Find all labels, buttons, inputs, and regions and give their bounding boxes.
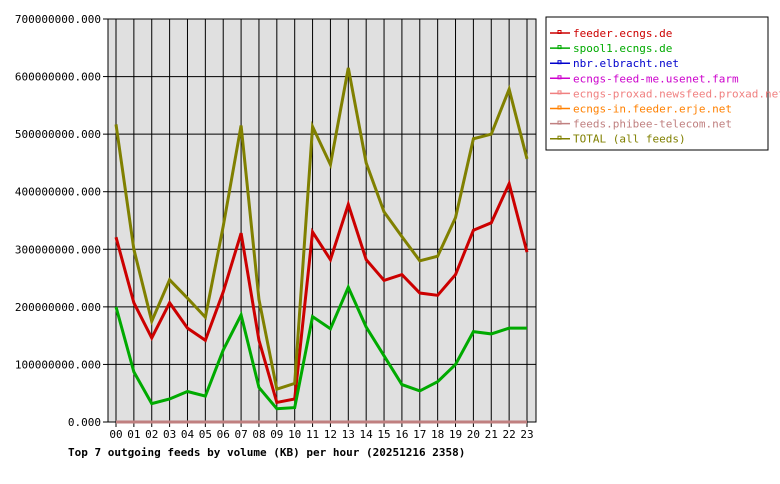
y-tick-label: 400000000.000 (15, 186, 101, 199)
x-tick-label: 06 (217, 428, 230, 441)
x-tick-label: 20 (467, 428, 480, 441)
legend-label: nbr.elbracht.net (573, 57, 679, 70)
legend-marker (557, 135, 562, 140)
chart-title: Top 7 outgoing feeds by volume (KB) per … (68, 446, 465, 459)
legend-label: feeder.ecngs.de (573, 27, 672, 40)
y-tick-label: 200000000.000 (15, 301, 101, 314)
x-tick-label: 08 (252, 428, 265, 441)
legend-label: ecngs-in.feeder.erje.net (573, 103, 732, 116)
x-tick-label: 17 (413, 428, 426, 441)
legend-label: ecngs-proxad.newsfeed.proxad.net (573, 87, 780, 100)
y-tick-label: 600000000.000 (15, 71, 101, 84)
x-tick-label: 03 (163, 428, 176, 441)
x-tick-label: 13 (342, 428, 355, 441)
legend (545, 16, 769, 151)
series-line-1 (114, 283, 527, 411)
legend-label: spool1.ecngs.de (573, 42, 672, 55)
legend-label: ecngs-feed-me.usenet.farm (573, 72, 739, 85)
x-tick-label: 02 (145, 428, 158, 441)
legend-marker (557, 75, 562, 80)
x-tick-label: 23 (520, 428, 533, 441)
legend-marker (557, 30, 562, 34)
y-tick-label: 300000000.000 (15, 243, 101, 256)
x-tick-label: 09 (270, 428, 283, 441)
series-lines (114, 67, 529, 424)
y-tick-label: 500000000.000 (15, 128, 101, 141)
y-axis: 0.000 100000000.000 200000000.000 300000000… (15, 13, 108, 429)
x-tick-label: 05 (199, 428, 212, 441)
x-tick-label: 19 (449, 428, 462, 441)
x-tick-label: 10 (288, 428, 301, 441)
x-tick-label: 07 (234, 428, 247, 441)
y-tick-label: 0.000 (68, 416, 101, 429)
plot-area (107, 18, 537, 423)
x-tick-label: 22 (503, 428, 516, 441)
series-line-7 (114, 67, 529, 392)
legend-items: feeder.ecngs.de spool1.ecngs.de nbr.elbrac… (550, 27, 780, 146)
y-tick-label: 700000000.000 (15, 13, 101, 26)
legend-label: TOTAL (all feeds) (573, 133, 686, 146)
x-tick-label: 15 (377, 428, 390, 441)
legend-marker (557, 60, 562, 65)
x-tick-label: 01 (127, 428, 140, 441)
x-tick-label: 18 (431, 428, 444, 441)
legend-marker (557, 45, 562, 50)
x-tick-label: 00 (109, 428, 122, 441)
legend-marker (557, 120, 562, 125)
x-tick-label: 21 (485, 428, 498, 441)
x-tick-label: 14 (360, 428, 374, 441)
series-line-0 (114, 179, 529, 405)
x-tick-label: 16 (395, 428, 408, 441)
legend-label: feeds.phibee-telecom.net (573, 118, 732, 131)
x-tick-label: 12 (324, 428, 337, 441)
y-tick-label: 100000000.000 (15, 358, 101, 371)
grid (108, 18, 536, 427)
x-tick-label: 04 (181, 428, 195, 441)
legend-marker (557, 105, 562, 110)
legend-marker (557, 90, 562, 95)
x-tick-label: 11 (306, 428, 319, 441)
x-axis: 00 01 02 03 04 05 06 07 08 09 10 11 12 13 14 15 16 17 18 19… (109, 428, 533, 441)
